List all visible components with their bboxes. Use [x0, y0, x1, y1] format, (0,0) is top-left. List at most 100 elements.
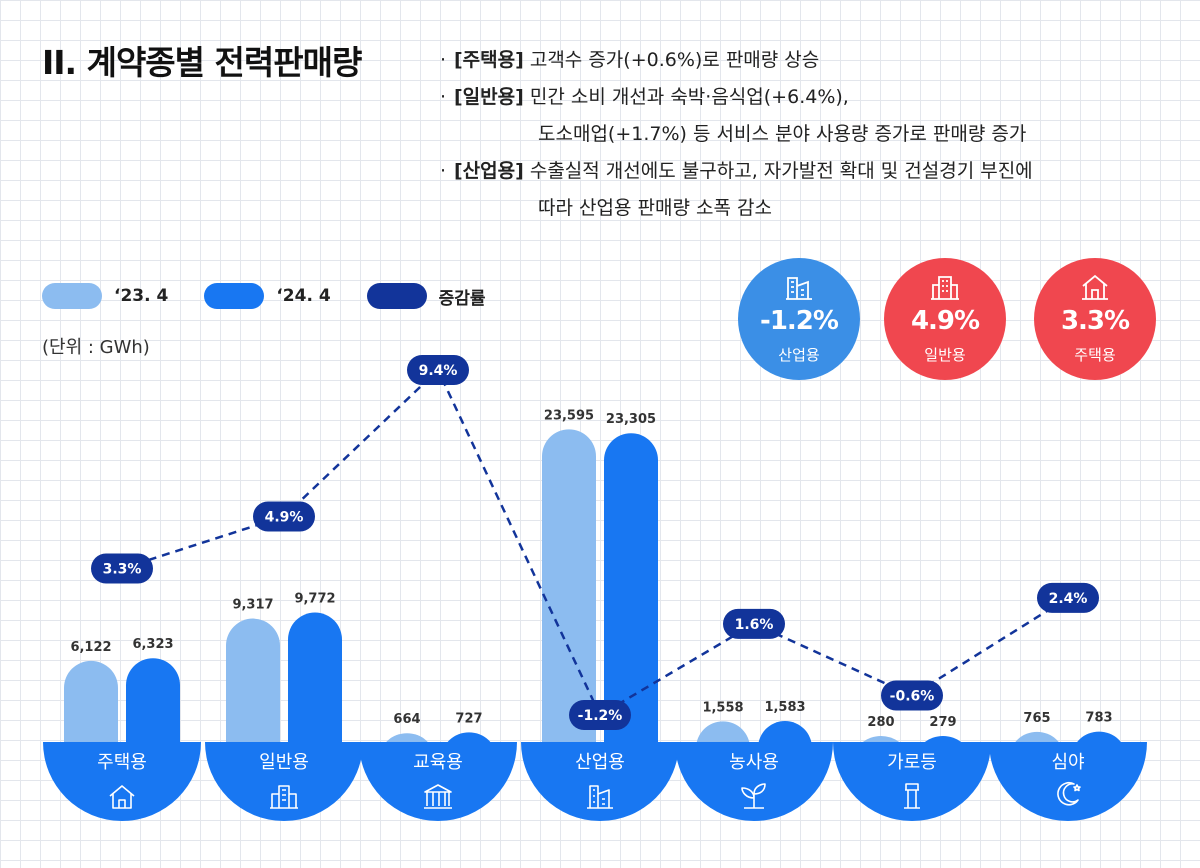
category-cap-shape — [205, 742, 363, 821]
badge-value: -1.2% — [760, 306, 839, 336]
value-label: 6,323 — [132, 637, 173, 652]
bar-curr — [604, 433, 658, 742]
rate-point: 4.9% — [253, 501, 315, 532]
category-label: 심야 — [1051, 752, 1084, 773]
bar-curr — [288, 612, 342, 742]
category-label: 가로등 — [887, 752, 937, 773]
legend-swatch-prev — [42, 283, 102, 309]
factory-icon — [587, 785, 613, 809]
streetlight-icon — [904, 783, 920, 809]
legend-swatch-rate — [366, 283, 427, 309]
rate-pill — [569, 700, 631, 730]
value-label: 1,583 — [764, 700, 805, 715]
rate-label: 4.9% — [265, 509, 304, 525]
category-cap-shape — [989, 742, 1147, 821]
rate-label: 1.6% — [735, 617, 774, 633]
category-label: 교육용 — [413, 752, 463, 773]
category-label: 농사용 — [729, 752, 779, 773]
note-residential: · [주택용] 고객수 증가(+0.6%)로 판매량 상승 — [440, 49, 820, 71]
category-cap-shape — [675, 742, 833, 821]
rate-point: 2.4% — [1037, 582, 1099, 613]
badge-industrial: -1.2% 산업용 — [738, 258, 860, 380]
rate-pill — [881, 680, 943, 711]
rate-pill — [407, 355, 469, 385]
category-cap-shape — [833, 742, 991, 821]
value-label: 9,317 — [232, 598, 273, 613]
note-industrial-cont: 따라 산업용 판매량 소폭 감소 — [538, 197, 772, 219]
house-icon — [109, 785, 135, 809]
legend-label-curr: ‘24. 4 — [276, 286, 331, 306]
category-cap-shape — [43, 742, 201, 821]
legend-label-prev: ‘23. 4 — [114, 286, 169, 306]
category-cap: 가로등 — [833, 742, 991, 821]
factory-icon — [786, 277, 812, 300]
badge-value: 4.9% — [910, 306, 980, 336]
rate-point: -1.2% — [569, 700, 631, 730]
value-label: 279 — [929, 715, 956, 730]
badge-general: 4.9% 일반용 — [884, 258, 1006, 380]
rate-label: 3.3% — [103, 562, 142, 578]
rate-label: -1.2% — [578, 708, 623, 724]
page-title: II. 계약종별 전력판매량 — [42, 43, 362, 82]
value-label: 664 — [393, 712, 420, 727]
value-label: 783 — [1085, 711, 1112, 726]
value-label: 6,122 — [70, 640, 111, 655]
category-cap: 심야 — [989, 742, 1147, 821]
legend-swatch-curr — [204, 283, 265, 309]
value-label: 9,772 — [294, 592, 335, 607]
bar-curr — [924, 736, 962, 742]
category-cap: 산업용 — [521, 742, 679, 821]
category-cap: 주택용 — [43, 742, 201, 821]
legend-label-rate: 증감률 — [438, 288, 486, 309]
bars-group — [64, 429, 1121, 742]
building-icon — [931, 276, 959, 300]
rate-pill — [723, 608, 785, 639]
legend-item-prev: ‘23. 4 — [42, 283, 168, 309]
bar-prev — [1015, 731, 1059, 742]
note-industrial: · [산업용] 수출실적 개선에도 불구하고, 자가발전 확대 및 건설경기 부진… — [440, 160, 1033, 182]
bar-curr — [1077, 731, 1121, 742]
building-icon — [270, 785, 298, 809]
value-label: 727 — [455, 711, 482, 726]
bar-prev — [542, 429, 596, 742]
value-label: 23,595 — [544, 408, 594, 423]
bar-prev — [696, 721, 750, 742]
bar-curr — [126, 658, 180, 742]
category-label: 주택용 — [97, 752, 147, 773]
badge-label: 산업용 — [778, 346, 820, 364]
rate-pill — [91, 553, 153, 584]
rate-pill — [253, 501, 315, 532]
legend-item-rate: 증감률 — [366, 283, 486, 309]
sprout-icon — [741, 783, 766, 809]
bar-prev — [64, 660, 118, 742]
bar-prev — [226, 618, 280, 742]
moon-icon — [1057, 781, 1081, 806]
badge-label: 일반용 — [924, 346, 966, 364]
category-cap: 교육용 — [359, 742, 517, 821]
badge-residential: 3.3% 주택용 — [1034, 258, 1156, 380]
category-cap: 농사용 — [675, 742, 833, 821]
legend-item-curr: ‘24. 4 — [204, 283, 331, 309]
chart-legend: ‘23. 4 ‘24. 4 증감률 — [42, 283, 522, 309]
category-cap: 일반용 — [205, 742, 363, 821]
value-label: 765 — [1023, 711, 1050, 726]
badge-value: 3.3% — [1060, 306, 1130, 336]
unit-label: (단위 : GWh) — [42, 337, 150, 358]
rate-label: -0.6% — [890, 688, 935, 704]
school-icon — [424, 784, 452, 809]
badge-label: 주택용 — [1074, 346, 1116, 364]
bar-curr — [447, 732, 491, 742]
bar-prev — [862, 736, 900, 742]
note-general-cont: 도소매업(+1.7%) 등 서비스 분야 사용량 증가로 판매량 증가 — [538, 123, 1027, 145]
category-cap-shape — [359, 742, 517, 821]
house-icon — [1082, 274, 1108, 300]
value-label: 280 — [867, 715, 894, 730]
rate-label: 2.4% — [1049, 591, 1088, 607]
rate-point: -0.6% — [881, 680, 943, 711]
rate-point: 9.4% — [407, 355, 469, 385]
value-label: 23,305 — [606, 412, 656, 427]
category-label: 산업용 — [575, 752, 625, 773]
note-general: · [일반용] 민간 소비 개선과 숙박·음식업(+6.4%), — [440, 86, 849, 108]
rate-point: 1.6% — [723, 608, 785, 639]
